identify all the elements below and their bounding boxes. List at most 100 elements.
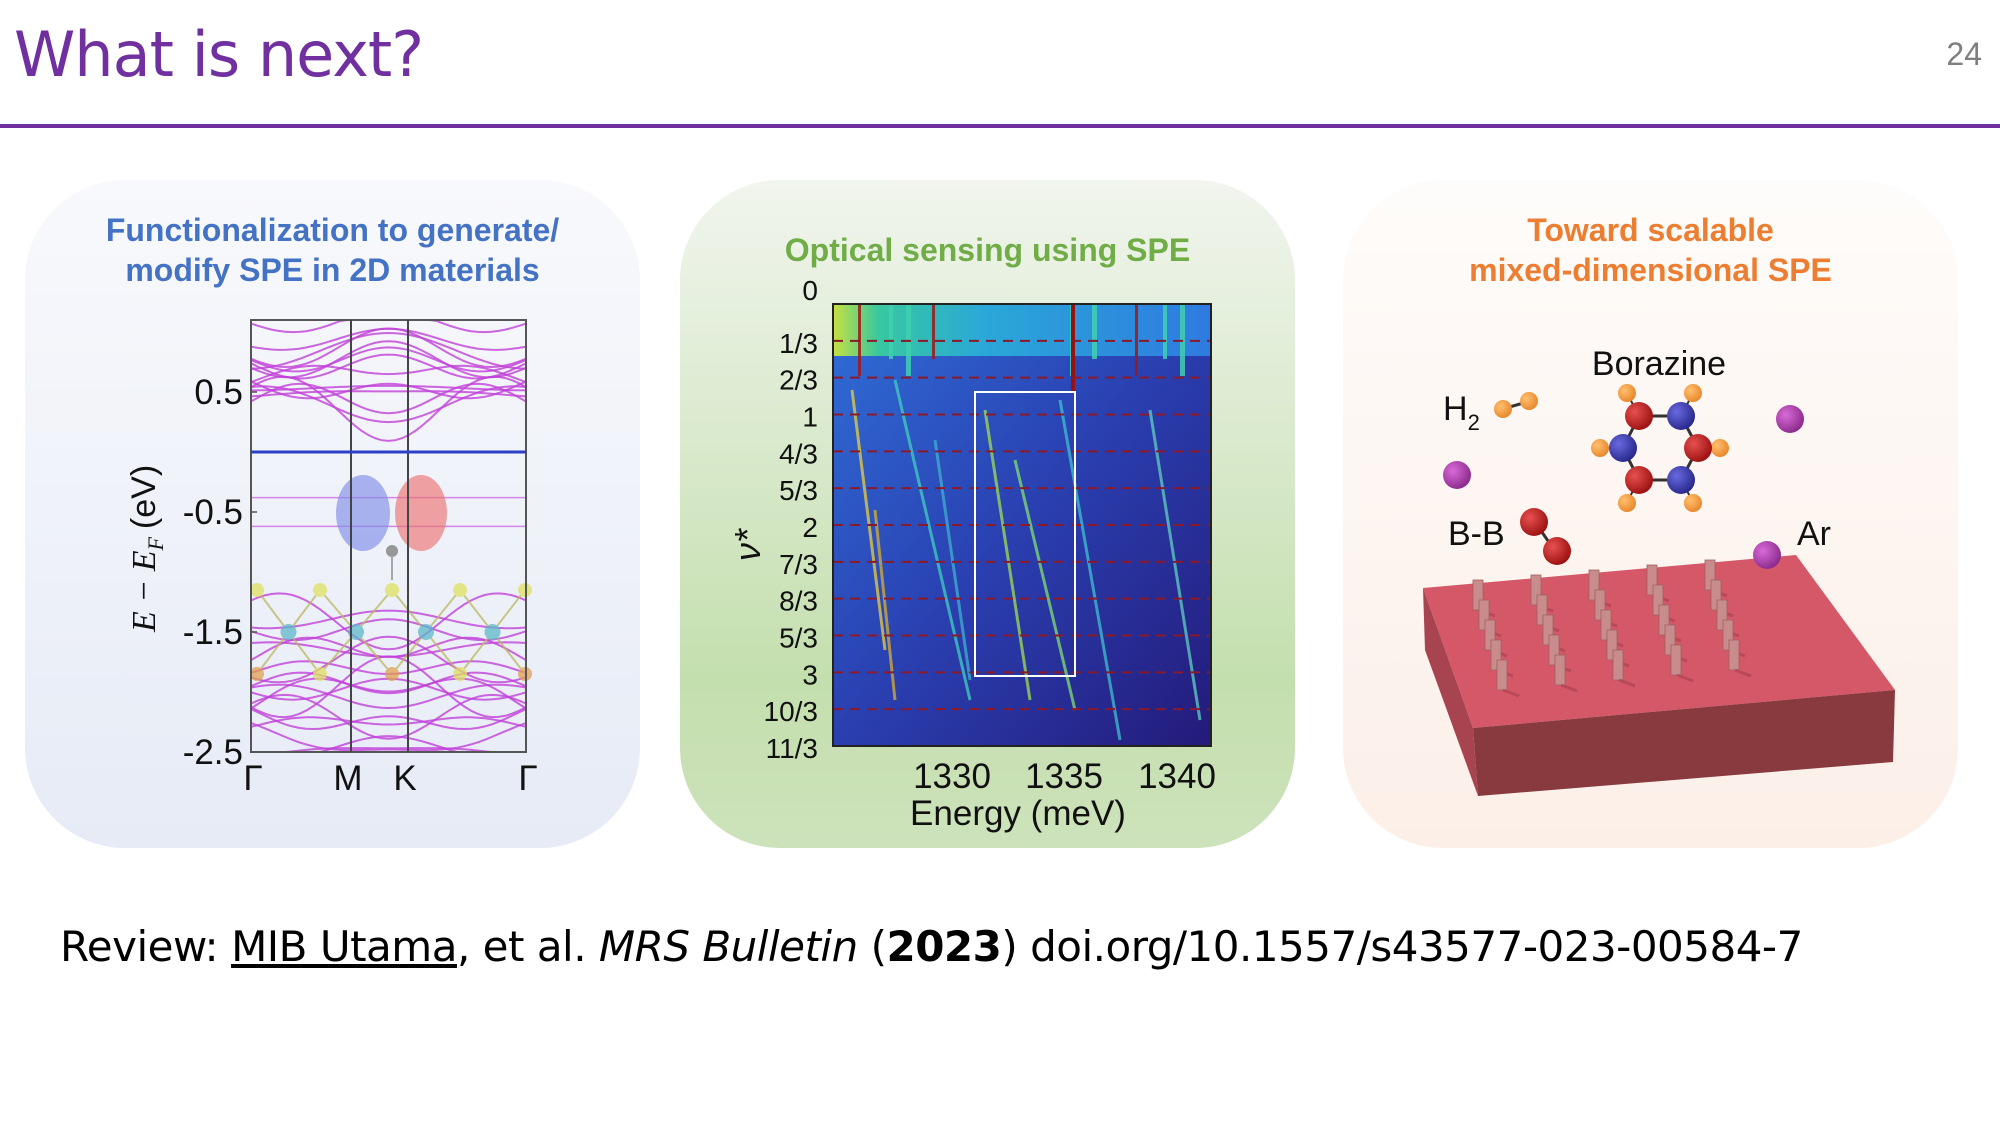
band-line xyxy=(250,331,527,370)
metal-atom xyxy=(280,624,297,640)
y-tick-label: -2.5 xyxy=(183,733,243,772)
x-tick-gamma: Γ xyxy=(243,759,262,798)
pillar xyxy=(1704,559,1716,591)
nitrogen-atom xyxy=(1667,402,1695,430)
chalcogen-atom xyxy=(453,583,467,597)
y-tick-label: 7/3 xyxy=(779,549,818,580)
streak xyxy=(850,389,887,651)
streak xyxy=(1071,304,1075,392)
nitrogen-atom xyxy=(1667,466,1695,494)
band-line xyxy=(250,353,527,380)
carbon-atom xyxy=(386,545,398,557)
streak xyxy=(1058,399,1122,741)
band-line xyxy=(250,635,527,684)
streak xyxy=(1135,304,1138,376)
y-axis-label: ν* xyxy=(727,528,768,561)
citation: Review: MIB Utama, et al. MRS Bulletin (… xyxy=(60,922,1803,971)
x-tick-label: 1330 xyxy=(913,757,991,796)
orbital-blue xyxy=(336,475,390,551)
heading-line-2: mixed-dimensional SPE xyxy=(1469,252,1832,288)
boron-atom xyxy=(1625,466,1653,494)
band-lines xyxy=(250,319,527,753)
citation-journal: MRS Bulletin xyxy=(598,922,858,971)
panel-functionalization: Functionalization to generate/ modify SP… xyxy=(25,180,640,848)
panel-heading: Functionalization to generate/ modify SP… xyxy=(25,210,640,290)
streak xyxy=(889,304,893,359)
band-line xyxy=(250,319,527,334)
band-line xyxy=(250,677,527,710)
band-line xyxy=(250,716,527,728)
band-line xyxy=(250,693,527,740)
streak xyxy=(1148,409,1202,721)
citation-prefix: Review: xyxy=(60,922,232,971)
y-tick-label: 2 xyxy=(802,512,818,543)
slide-title: What is next? xyxy=(14,18,424,91)
filling-dashed-lines xyxy=(833,339,1211,711)
pillar xyxy=(1496,659,1508,691)
h2-atom xyxy=(1520,392,1538,410)
band-line xyxy=(250,677,527,701)
pillar-array xyxy=(1472,559,1752,698)
boron-atom xyxy=(1625,402,1653,430)
streak xyxy=(1013,459,1077,711)
panel-heading: Toward scalable mixed-dimensional SPE xyxy=(1343,210,1958,290)
bb-label: B-B xyxy=(1448,515,1505,553)
x-tick-label: 1335 xyxy=(1025,757,1103,796)
streak xyxy=(873,509,897,701)
band-line xyxy=(250,722,527,752)
y-tick-label: 0.5 xyxy=(194,373,243,412)
argon-atom xyxy=(1753,541,1781,569)
orbital-red xyxy=(395,475,447,551)
band-line xyxy=(250,327,527,351)
band-line xyxy=(250,592,527,651)
pillar xyxy=(1478,599,1490,631)
y-tick-label: 11/3 xyxy=(766,733,818,764)
streak xyxy=(933,439,972,681)
y-tick-label: 1 xyxy=(802,402,818,433)
bb-atom xyxy=(1543,537,1571,565)
panel-scalable: Toward scalable mixed-dimensional SPE H2 xyxy=(1343,180,1958,848)
band-line xyxy=(250,380,527,400)
pillar xyxy=(1472,579,1484,611)
streak xyxy=(893,379,972,701)
pillar xyxy=(1542,614,1554,646)
pillar xyxy=(1658,604,1670,636)
pillar xyxy=(1530,574,1542,606)
pillar xyxy=(1716,599,1728,631)
pillar xyxy=(1670,644,1682,676)
pillar xyxy=(1722,619,1734,651)
y-tick-label: 2/3 xyxy=(779,365,818,396)
chalcogen-atom xyxy=(250,667,264,681)
citation-open-paren: ( xyxy=(857,922,887,971)
streak xyxy=(983,409,1032,701)
boron-atom xyxy=(1684,434,1712,462)
citation-year: 2023 xyxy=(886,922,1002,971)
citation-author-link[interactable]: MIB Utama xyxy=(231,922,457,971)
metal-atom xyxy=(484,624,501,640)
title-divider xyxy=(0,124,2000,128)
pillar xyxy=(1484,619,1496,651)
argon-atom xyxy=(1776,405,1804,433)
x-tick-gamma-end: Γ xyxy=(518,759,537,798)
molecule-illustration xyxy=(336,475,447,580)
band-line xyxy=(250,340,527,379)
chalcogen-atom xyxy=(453,667,467,681)
pillar xyxy=(1728,639,1740,671)
pillar xyxy=(1606,629,1618,661)
band-line xyxy=(250,385,527,424)
band-line xyxy=(250,375,527,442)
x-tick-label: 1340 xyxy=(1138,757,1216,796)
substrate-illustration: H2 Borazine Ar B-B xyxy=(1423,345,1895,796)
heading-line-1: Functionalization to generate/ xyxy=(105,212,560,248)
streak xyxy=(932,304,935,359)
substrate-front xyxy=(1473,690,1895,796)
bb-atom xyxy=(1520,508,1548,536)
y-tick-label: 5/3 xyxy=(779,623,818,654)
y-tick-label: 3 xyxy=(802,659,818,690)
y-axis-label: E − EF(eV) xyxy=(125,465,168,633)
h2-atom xyxy=(1494,400,1512,418)
citation-etal: , et al. xyxy=(456,922,599,971)
y-tick-label: 8/3 xyxy=(779,586,818,617)
y-tick-label: 0 xyxy=(802,275,818,306)
band-line xyxy=(250,708,527,731)
